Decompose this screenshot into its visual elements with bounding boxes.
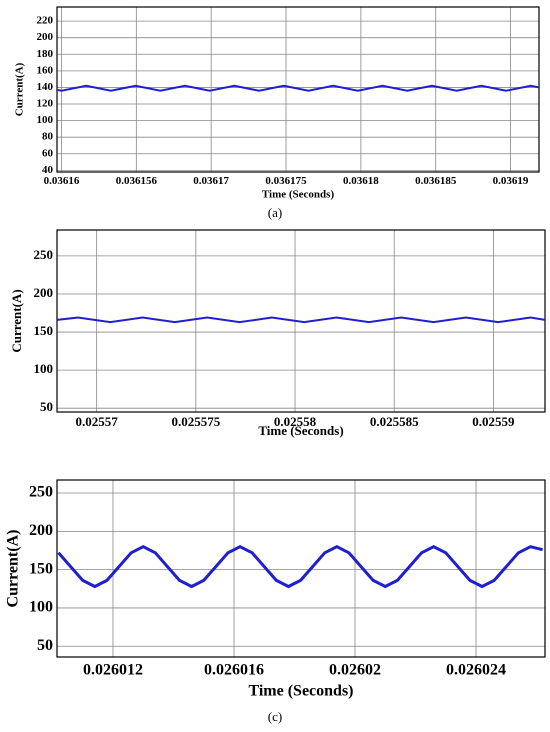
- x-tick-label: 0.025575: [171, 414, 220, 429]
- y-tick-label: 40: [42, 164, 54, 176]
- y-tick-label: 250: [34, 247, 54, 262]
- y-axis-label: Current(A): [5, 530, 22, 608]
- x-tick-label: 0.03619: [493, 175, 529, 187]
- y-tick-label: 250: [29, 484, 53, 501]
- current-line: [56, 316, 546, 324]
- y-tick-label: 200: [37, 31, 54, 43]
- plot-border: [56, 6, 540, 173]
- y-tick-label: 80: [42, 131, 54, 143]
- y-tick-label: 50: [37, 637, 53, 654]
- y-tick-label: 120: [37, 98, 54, 110]
- y-tick-label: 200: [34, 285, 54, 300]
- x-tick-label: 0.026024: [446, 661, 506, 678]
- y-tick-label: 150: [29, 560, 53, 577]
- x-tick-label: 0.036156: [116, 175, 158, 187]
- y-tick-label: 180: [37, 48, 54, 60]
- x-tick-label: 0.02557: [76, 414, 119, 429]
- plot-border: [56, 479, 546, 658]
- x-tick-label: 0.02558: [274, 414, 317, 429]
- plot-border: [56, 229, 546, 413]
- plot-area: [56, 479, 546, 658]
- y-tick-label: 140: [37, 81, 54, 93]
- x-tick-label: 0.03618: [343, 175, 379, 187]
- x-tick-label: 0.02559: [472, 414, 515, 429]
- y-axis-label: Current(A): [14, 62, 26, 116]
- y-tick-label: 220: [37, 15, 54, 27]
- y-tick-label: 50: [40, 399, 53, 414]
- y-tick-label: 100: [37, 114, 54, 126]
- x-tick-label: 0.025585: [370, 414, 419, 429]
- y-tick-label: 100: [34, 361, 54, 376]
- x-axis-label: Time (Seconds): [262, 189, 335, 201]
- x-axis-label: Time (Seconds): [248, 683, 353, 700]
- y-tick-label: 150: [34, 323, 54, 338]
- x-tick-label: 0.03617: [193, 175, 229, 187]
- x-tick-label: 0.036185: [415, 175, 457, 187]
- caption: (a): [268, 205, 282, 220]
- y-axis-label: Current(A): [9, 289, 24, 352]
- x-tick-label: 0.02602: [329, 661, 381, 678]
- x-tick-label: 0.036175: [265, 175, 307, 187]
- y-tick-label: 160: [37, 64, 54, 76]
- x-tick-label: 0.03616: [44, 175, 80, 187]
- y-tick-label: 60: [42, 147, 54, 159]
- x-axis-label: Time (Seconds): [258, 423, 343, 438]
- x-tick-label: 0.026016: [204, 661, 264, 678]
- current-line: [56, 84, 540, 92]
- current-line: [57, 544, 543, 589]
- y-tick-label: 200: [29, 522, 53, 539]
- y-tick-label: 100: [29, 599, 53, 616]
- x-tick-label: 0.026012: [83, 661, 143, 678]
- caption: (c): [268, 709, 282, 724]
